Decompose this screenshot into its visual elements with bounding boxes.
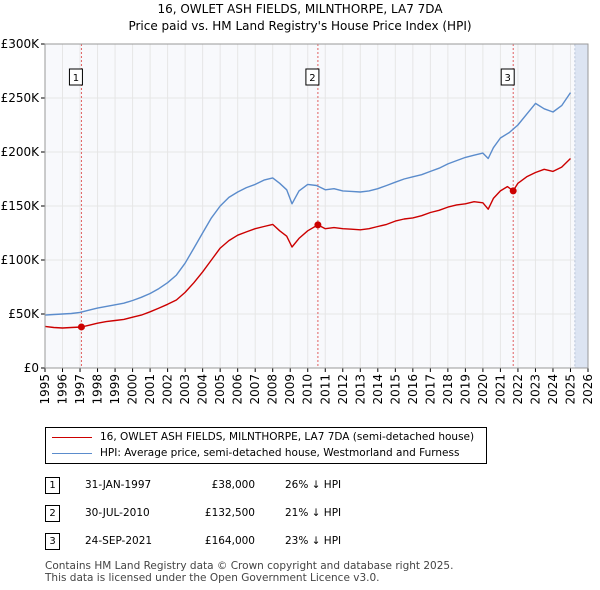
- x-tick-label: 2011: [318, 374, 332, 405]
- sale-marker-number: 1: [73, 73, 79, 84]
- property-price-line: [44, 157, 571, 329]
- table-row: 2 30-JUL-2010 £132,500 21% ↓ HPI: [45, 499, 341, 527]
- legend-swatch-hpi: [52, 452, 92, 454]
- sale-price: £38,000: [211, 479, 255, 491]
- sale-badge: 1: [45, 476, 60, 494]
- future-shade: [574, 44, 588, 368]
- x-tick-label: 2017: [423, 374, 437, 405]
- sale-marker-box: [68, 68, 83, 86]
- y-tick-label: £250K: [1, 91, 41, 105]
- sale-hpi-diff: 23% ↓ HPI: [285, 535, 342, 547]
- sale-point: [509, 187, 517, 195]
- x-tick-label: 2008: [266, 374, 280, 405]
- x-tick-label: 2007: [248, 374, 262, 405]
- x-tick-label: 2020: [476, 374, 490, 405]
- x-tick-label: 2014: [371, 374, 385, 405]
- sale-marker-number: 2: [309, 73, 315, 84]
- y-tick-label: £0: [24, 361, 39, 375]
- x-tick-label: 2026: [581, 374, 595, 405]
- x-tick-label: 2006: [231, 374, 245, 405]
- sale-marker-box: [500, 68, 515, 86]
- x-tick-label: 2001: [143, 374, 157, 405]
- x-tick-label: 2021: [493, 374, 507, 405]
- hpi-line: [44, 92, 572, 316]
- x-tick-label: 2004: [196, 374, 210, 405]
- sale-date: 31-JAN-1997: [85, 479, 152, 491]
- future-shade-hatch: [574, 43, 589, 369]
- x-tick-label: 2003: [178, 374, 192, 405]
- legend-swatch-property: [52, 436, 92, 438]
- x-tick-label: 2024: [546, 374, 560, 405]
- sale-hpi-diff: 26% ↓ HPI: [285, 479, 342, 491]
- legend-label-hpi: HPI: Average price, semi-detached house,…: [100, 447, 460, 459]
- sale-hpi-diff: 21% ↓ HPI: [285, 507, 342, 519]
- x-tick-label: 2015: [388, 374, 402, 405]
- x-tick-label: 2010: [301, 374, 315, 405]
- sale-badge: 3: [45, 532, 60, 550]
- x-tick-label: 2012: [336, 374, 350, 405]
- legend-item-hpi: HPI: Average price, semi-detached house,…: [52, 445, 459, 461]
- x-tick-label: 2022: [511, 374, 525, 405]
- x-tick-label: 1995: [38, 374, 52, 405]
- sales-table: 1 31-JAN-1997 £38,000 26% ↓ HPI 2 30-JUL…: [45, 471, 341, 555]
- sale-price: £132,500: [204, 507, 255, 519]
- x-tick-label: 2005: [213, 374, 227, 405]
- footer-copyright: Contains HM Land Registry data © Crown c…: [45, 560, 454, 572]
- table-row: 1 31-JAN-1997 £38,000 26% ↓ HPI: [45, 471, 341, 499]
- y-tick-label: £300K: [1, 37, 41, 51]
- x-tick-label: 1999: [108, 374, 122, 405]
- footer: Contains HM Land Registry data © Crown c…: [45, 560, 453, 584]
- legend-item-property: 16, OWLET ASH FIELDS, MILNTHORPE, LA7 7D…: [52, 429, 474, 445]
- x-tick-label: 2025: [563, 374, 577, 405]
- sale-badge: 2: [45, 504, 60, 522]
- sale-date: 24-SEP-2021: [85, 535, 153, 547]
- x-tick-label: 1997: [73, 374, 87, 405]
- x-tick-label: 2019: [458, 374, 472, 405]
- x-tick-label: 2016: [406, 374, 420, 405]
- sale-price: £164,000: [204, 535, 255, 547]
- x-tick-label: 2002: [161, 374, 175, 405]
- x-tick-label: 2023: [528, 374, 542, 405]
- sale-date: 30-JUL-2010: [85, 507, 150, 519]
- y-tick-label: £150K: [1, 199, 41, 213]
- sale-point: [77, 323, 85, 331]
- x-tick-label: 2009: [283, 374, 297, 405]
- footer-licence: This data is licensed under the Open Gov…: [45, 572, 380, 584]
- x-tick-label: 2013: [353, 374, 367, 405]
- y-tick-label: £50K: [8, 307, 40, 321]
- x-tick-label: 1996: [56, 374, 70, 405]
- x-tick-label: 1998: [91, 374, 105, 405]
- legend: 16, OWLET ASH FIELDS, MILNTHORPE, LA7 7D…: [45, 427, 487, 464]
- chart-subtitle: Price paid vs. HM Land Registry's House …: [128, 19, 472, 33]
- price-chart: 1 2 3 1995 1996 1997 1998 1999 2000 2001 2002 2003…: [1, 37, 595, 405]
- chart-title-address: 16, OWLET ASH FIELDS, MILNTHORPE, LA7 7D…: [157, 2, 443, 16]
- table-row: 3 24-SEP-2021 £164,000 23% ↓ HPI: [45, 527, 341, 555]
- y-tick-label: £200K: [1, 145, 41, 159]
- sale-point: [314, 221, 322, 229]
- sale-marker-box: [305, 68, 320, 86]
- legend-label-property: 16, OWLET ASH FIELDS, MILNTHORPE, LA7 7D…: [100, 431, 475, 443]
- x-tick-label: 2000: [126, 374, 140, 405]
- plot-frame: [44, 43, 589, 369]
- sale-marker-number: 3: [505, 73, 511, 84]
- x-tick-label: 2018: [441, 374, 455, 405]
- y-tick-label: £100K: [1, 253, 41, 267]
